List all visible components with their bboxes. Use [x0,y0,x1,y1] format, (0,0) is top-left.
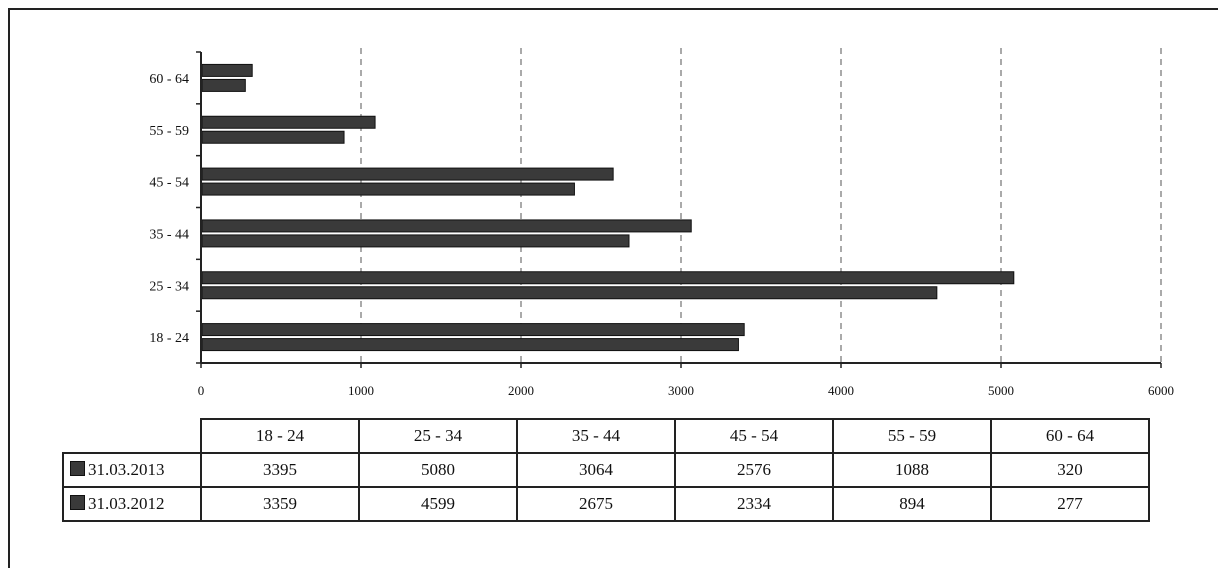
table-header-row: 18 - 24 25 - 34 35 - 44 45 - 54 55 - 59 … [63,418,1150,454]
bar-series-2 [201,130,345,144]
bar-series-1 [201,323,745,337]
table-cell: 2576 [674,452,834,488]
x-tick-label: 5000 [988,383,1014,398]
header-cell: 60 - 64 [990,418,1150,454]
bar-series-1 [201,63,253,77]
series-name: 31.03.2013 [88,460,165,479]
bar-series-1 [201,167,614,181]
data-table: 18 - 24 25 - 34 35 - 44 45 - 54 55 - 59 … [62,418,1150,522]
table-cell: 5080 [358,452,518,488]
bar-series-1 [201,115,376,129]
legend-swatch [70,461,85,476]
table-cell: 320 [990,452,1150,488]
table-row: 31.03.2012 3359 4599 2675 2334 894 277 [62,486,1150,522]
category-label: 60 - 64 [149,72,189,87]
header-cell: 45 - 54 [674,418,834,454]
header-cell: 35 - 44 [516,418,676,454]
table-cell: 3359 [200,486,360,522]
bars [201,63,1015,352]
x-tick-label: 4000 [828,383,854,398]
category-label: 25 - 34 [149,279,189,294]
table-cell: 4599 [358,486,518,522]
category-label: 45 - 54 [149,176,189,191]
table-cell: 894 [832,486,992,522]
bar-series-2 [201,182,575,196]
x-tick-label: 2000 [508,383,534,398]
bar-series-2 [201,338,739,352]
axes [196,51,1162,368]
gridlines [360,48,1162,363]
category-label: 55 - 59 [149,124,189,139]
table-cell: 3395 [200,452,360,488]
category-label: 18 - 24 [149,331,189,346]
axis-labels: 18 - 24 25 - 34 35 - 44 45 - 54 55 - 59 60 - … [149,72,1174,398]
chart-frame [8,8,1218,568]
category-label: 35 - 44 [149,227,189,242]
series-name: 31.03.2012 [88,494,165,513]
x-tick-label: 0 [198,383,205,398]
bar-series-2 [201,78,246,92]
header-cell: 55 - 59 [832,418,992,454]
x-tick-label: 6000 [1148,383,1174,398]
table-row: 31.03.2013 3395 5080 3064 2576 1088 320 [62,452,1150,488]
bar-series-1 [201,219,692,233]
table-cell: 2675 [516,486,676,522]
x-tick-label: 1000 [348,383,374,398]
table-cell: 1088 [832,452,992,488]
bar-series-2 [201,286,938,300]
header-cell: 25 - 34 [358,418,518,454]
x-tick-label: 3000 [668,383,694,398]
table-cell: 3064 [516,452,676,488]
table-corner [63,419,202,454]
bar-series-2 [201,234,630,248]
header-cell: 18 - 24 [200,418,360,454]
bar-series-1 [201,271,1015,285]
legend-entry: 31.03.2012 [62,486,202,522]
table-cell: 277 [990,486,1150,522]
table-cell: 2334 [674,486,834,522]
legend-swatch [70,495,85,510]
legend-entry: 31.03.2013 [62,452,202,488]
